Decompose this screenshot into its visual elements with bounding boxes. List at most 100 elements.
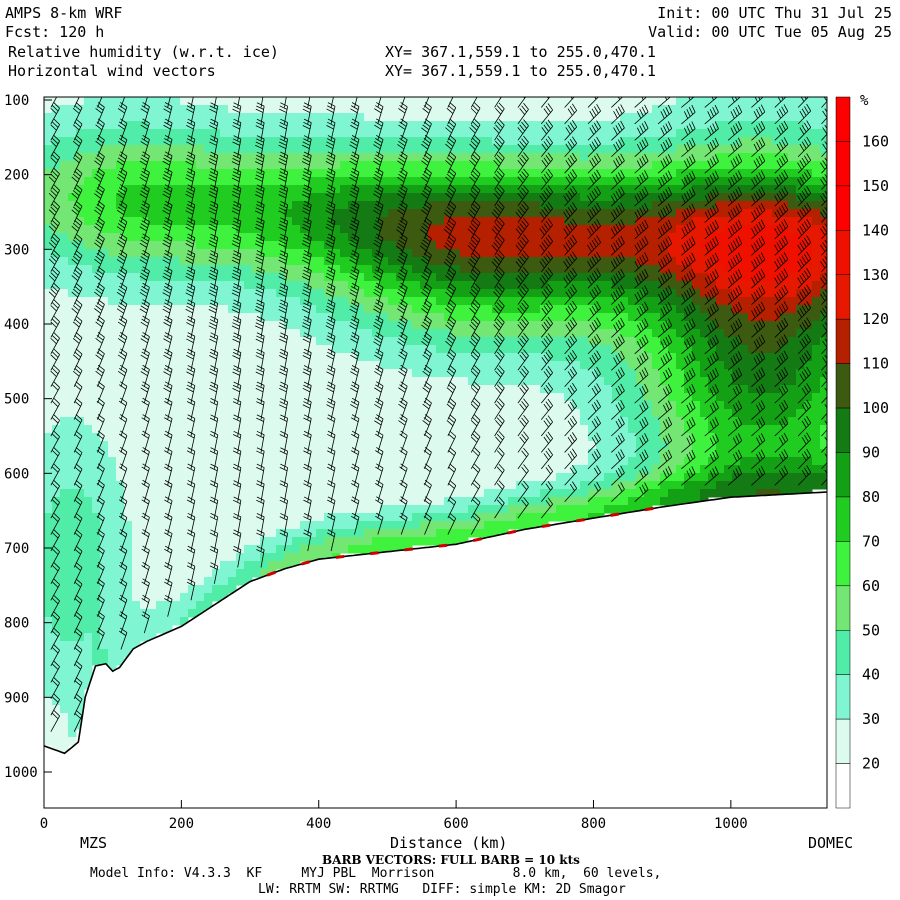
rh-cell bbox=[76, 169, 85, 178]
rh-cell bbox=[628, 441, 637, 450]
rh-cell bbox=[484, 161, 493, 170]
rh-cell bbox=[196, 121, 205, 130]
rh-cell bbox=[124, 321, 133, 330]
rh-cell bbox=[596, 129, 605, 138]
rh-cell bbox=[580, 305, 589, 314]
rh-cell bbox=[484, 281, 493, 290]
rh-cell bbox=[340, 289, 349, 298]
rh-cell bbox=[516, 489, 525, 498]
rh-cell bbox=[140, 265, 149, 274]
rh-cell bbox=[404, 521, 413, 530]
rh-cell bbox=[532, 145, 541, 154]
rh-cell bbox=[196, 137, 205, 146]
rh-cell bbox=[644, 481, 653, 490]
rh-cell bbox=[68, 241, 77, 250]
rh-cell bbox=[340, 449, 349, 458]
rh-cell bbox=[516, 249, 525, 258]
rh-cell bbox=[228, 561, 237, 570]
rh-cell bbox=[332, 297, 341, 306]
rh-cell bbox=[636, 313, 645, 322]
rh-cell bbox=[140, 489, 149, 498]
rh-cell bbox=[692, 321, 701, 330]
rh-cell bbox=[436, 185, 445, 194]
rh-cell bbox=[332, 161, 341, 170]
rh-cell bbox=[428, 441, 437, 450]
rh-cell bbox=[508, 249, 517, 258]
rh-cell bbox=[668, 249, 677, 258]
rh-cell bbox=[588, 225, 597, 234]
rh-cell bbox=[148, 129, 157, 138]
rh-cell bbox=[348, 489, 357, 498]
rh-cell bbox=[700, 417, 709, 426]
rh-cell bbox=[660, 489, 669, 498]
rh-cell bbox=[172, 465, 181, 474]
rh-cell bbox=[380, 513, 389, 522]
rh-cell bbox=[196, 265, 205, 274]
rh-cell bbox=[196, 257, 205, 266]
rh-cell bbox=[676, 265, 685, 274]
rh-cell bbox=[380, 289, 389, 298]
rh-cell bbox=[676, 201, 685, 210]
rh-cell bbox=[548, 505, 557, 514]
rh-cell bbox=[468, 409, 477, 418]
rh-cell bbox=[180, 145, 189, 154]
rh-cell bbox=[652, 441, 661, 450]
rh-cell bbox=[636, 497, 645, 506]
rh-cell bbox=[76, 401, 85, 410]
rh-cell bbox=[140, 193, 149, 202]
rh-cell bbox=[708, 153, 717, 162]
rh-cell bbox=[316, 97, 325, 106]
rh-cell bbox=[476, 297, 485, 306]
rh-cell bbox=[196, 337, 205, 346]
rh-cell bbox=[52, 441, 61, 450]
rh-cell bbox=[644, 345, 653, 354]
rh-cell bbox=[84, 665, 93, 674]
rh-cell bbox=[276, 321, 285, 330]
rh-cell bbox=[148, 345, 157, 354]
rh-cell bbox=[148, 233, 157, 242]
rh-cell bbox=[84, 537, 93, 546]
rh-cell bbox=[580, 473, 589, 482]
rh-cell bbox=[676, 425, 685, 434]
rh-cell bbox=[332, 361, 341, 370]
rh-cell bbox=[324, 353, 333, 362]
rh-cell bbox=[644, 369, 653, 378]
rh-cell bbox=[228, 97, 237, 106]
rh-cell bbox=[244, 233, 253, 242]
rh-cell bbox=[660, 345, 669, 354]
rh-cell bbox=[228, 521, 237, 530]
rh-cell bbox=[516, 289, 525, 298]
rh-cell bbox=[388, 233, 397, 242]
rh-cell bbox=[68, 545, 77, 554]
rh-cell bbox=[148, 241, 157, 250]
rh-cell bbox=[420, 177, 429, 186]
rh-cell bbox=[484, 377, 493, 386]
rh-cell bbox=[180, 449, 189, 458]
rh-cell bbox=[396, 305, 405, 314]
rh-cell bbox=[676, 353, 685, 362]
rh-cell bbox=[108, 625, 117, 634]
rh-cell bbox=[332, 121, 341, 130]
rh-cell bbox=[604, 257, 613, 266]
rh-cell bbox=[412, 193, 421, 202]
rh-cell bbox=[252, 193, 261, 202]
rh-cell bbox=[676, 457, 685, 466]
rh-cell bbox=[164, 361, 173, 370]
rh-cell bbox=[604, 377, 613, 386]
rh-cell bbox=[652, 401, 661, 410]
rh-cell bbox=[364, 465, 373, 474]
rh-cell bbox=[44, 641, 53, 650]
rh-cell bbox=[228, 225, 237, 234]
rh-cell bbox=[268, 553, 277, 562]
rh-cell bbox=[60, 521, 69, 530]
rh-cell bbox=[268, 313, 277, 322]
rh-cell bbox=[620, 473, 629, 482]
rh-cell bbox=[156, 505, 165, 514]
rh-cell bbox=[324, 281, 333, 290]
rh-cell bbox=[516, 97, 525, 106]
rh-cell bbox=[324, 369, 333, 378]
rh-cell bbox=[164, 425, 173, 434]
rh-cell bbox=[620, 393, 629, 402]
rh-cell bbox=[412, 265, 421, 274]
rh-cell bbox=[460, 225, 469, 234]
